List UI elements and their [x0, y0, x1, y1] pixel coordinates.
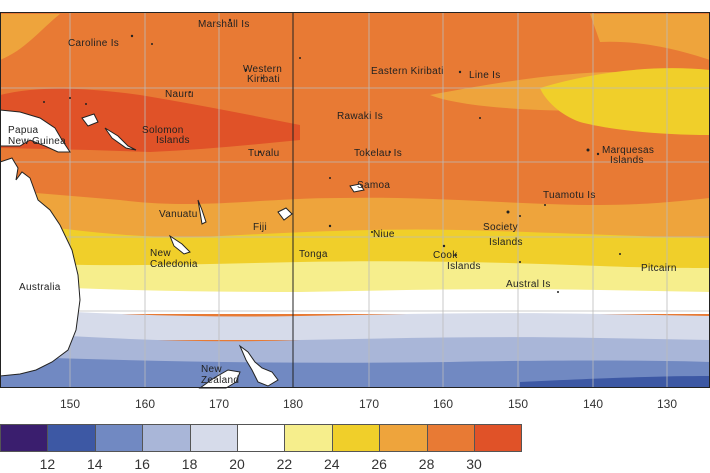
label-caroline-islands: Caroline Is	[68, 38, 120, 49]
band-22	[0, 285, 710, 314]
label-society-1: Society	[483, 222, 518, 233]
legend-tick-label: 28	[418, 456, 435, 472]
longitude-tick: 130	[656, 397, 678, 411]
legend-color-box	[189, 424, 238, 452]
band-warm-28	[0, 14, 710, 240]
longitude-tick: 170	[358, 397, 380, 411]
legend-tick-label: 20	[229, 456, 245, 472]
label-marquesas-1: Marquesas	[602, 145, 655, 156]
legend-color-box	[0, 424, 49, 452]
longitude-tick: 150	[507, 397, 529, 411]
label-line-islands: Line Is	[469, 70, 501, 81]
label-new-zealand-2: Zealand	[201, 375, 240, 386]
new-zealand-north	[238, 344, 279, 387]
label-tuamotu: Tuamotu Is	[543, 190, 596, 201]
legend-tick-label: 22	[276, 456, 293, 472]
label-tonga: Tonga	[299, 249, 328, 260]
longitude-tick: 170	[208, 397, 230, 411]
label-tuvalu: Tuvalu	[248, 148, 280, 159]
label-eastern-kiribati: Eastern Kiribati	[371, 66, 444, 77]
label-pitcairn: Pitcairn	[641, 263, 677, 274]
legend-color-box	[94, 424, 144, 452]
label-tokelau: Tokelau Is	[354, 148, 403, 159]
label-marshall-islands: Marshall Is	[198, 19, 250, 30]
band-18	[0, 332, 710, 364]
label-cook-1: Cook	[433, 250, 458, 261]
new-guinea-landmass	[0, 109, 71, 153]
legend-tick-label: 18	[181, 456, 198, 472]
legend-tick-label: 26	[371, 456, 387, 472]
label-papua-2: New Guinea	[8, 136, 67, 147]
longitude-tick: 160	[134, 397, 156, 411]
legend-color-box	[284, 424, 333, 452]
small-islands	[43, 18, 621, 293]
label-samoa: Samoa	[357, 180, 391, 191]
legend-tick-label: 24	[324, 456, 340, 472]
label-austral: Austral Is	[506, 279, 551, 290]
label-western-kiribati-2: Kiribati	[247, 74, 280, 85]
legend-tick-label: 12	[39, 456, 56, 472]
label-papua-1: Papua	[8, 125, 39, 136]
label-society-2: Islands	[489, 237, 523, 248]
label-cook-2: Islands	[447, 261, 481, 272]
legend-color-box	[47, 424, 96, 452]
longitude-tick: 180	[282, 397, 304, 411]
label-fiji: Fiji	[253, 222, 267, 233]
label-western-kiribati-1: Western	[243, 64, 283, 75]
legend-color-box	[237, 424, 286, 452]
legend-tick-label: 16	[134, 456, 150, 472]
legend-color-box	[426, 424, 475, 452]
label-australia: Australia	[19, 282, 61, 293]
longitude-tick: 160	[432, 397, 454, 411]
legend-color-box	[142, 424, 191, 452]
band-20	[0, 308, 710, 340]
australia-landmass	[0, 157, 81, 377]
label-new-caledonia-1: New	[150, 248, 171, 259]
legend-tick-label: 30	[466, 456, 482, 472]
legend-color-box	[474, 424, 523, 452]
band-14	[520, 376, 710, 388]
island-chains	[81, 113, 365, 255]
label-nauru: Nauru	[165, 89, 194, 100]
band-16	[0, 356, 710, 388]
longitude-tick: 140	[582, 397, 604, 411]
legend-tick-label: 14	[87, 456, 103, 472]
band-hot-core	[0, 88, 300, 152]
label-marquesas-2: Islands	[610, 155, 644, 166]
label-solomon-2: Islands	[156, 135, 190, 146]
label-new-zealand-1: New	[201, 364, 222, 375]
graticule	[0, 12, 710, 388]
legend-color-box	[379, 424, 428, 452]
band-warm-24	[0, 261, 710, 292]
label-solomon-1: Solomon	[142, 125, 184, 136]
legend-color-box	[331, 424, 381, 452]
label-vanuatu: Vanuatu	[159, 209, 198, 220]
label-new-caledonia-2: Caledonia	[150, 259, 198, 270]
label-niue: Niue	[373, 229, 395, 240]
longitude-tick: 150	[59, 397, 81, 411]
label-rawaki: Rawaki Is	[337, 111, 384, 122]
